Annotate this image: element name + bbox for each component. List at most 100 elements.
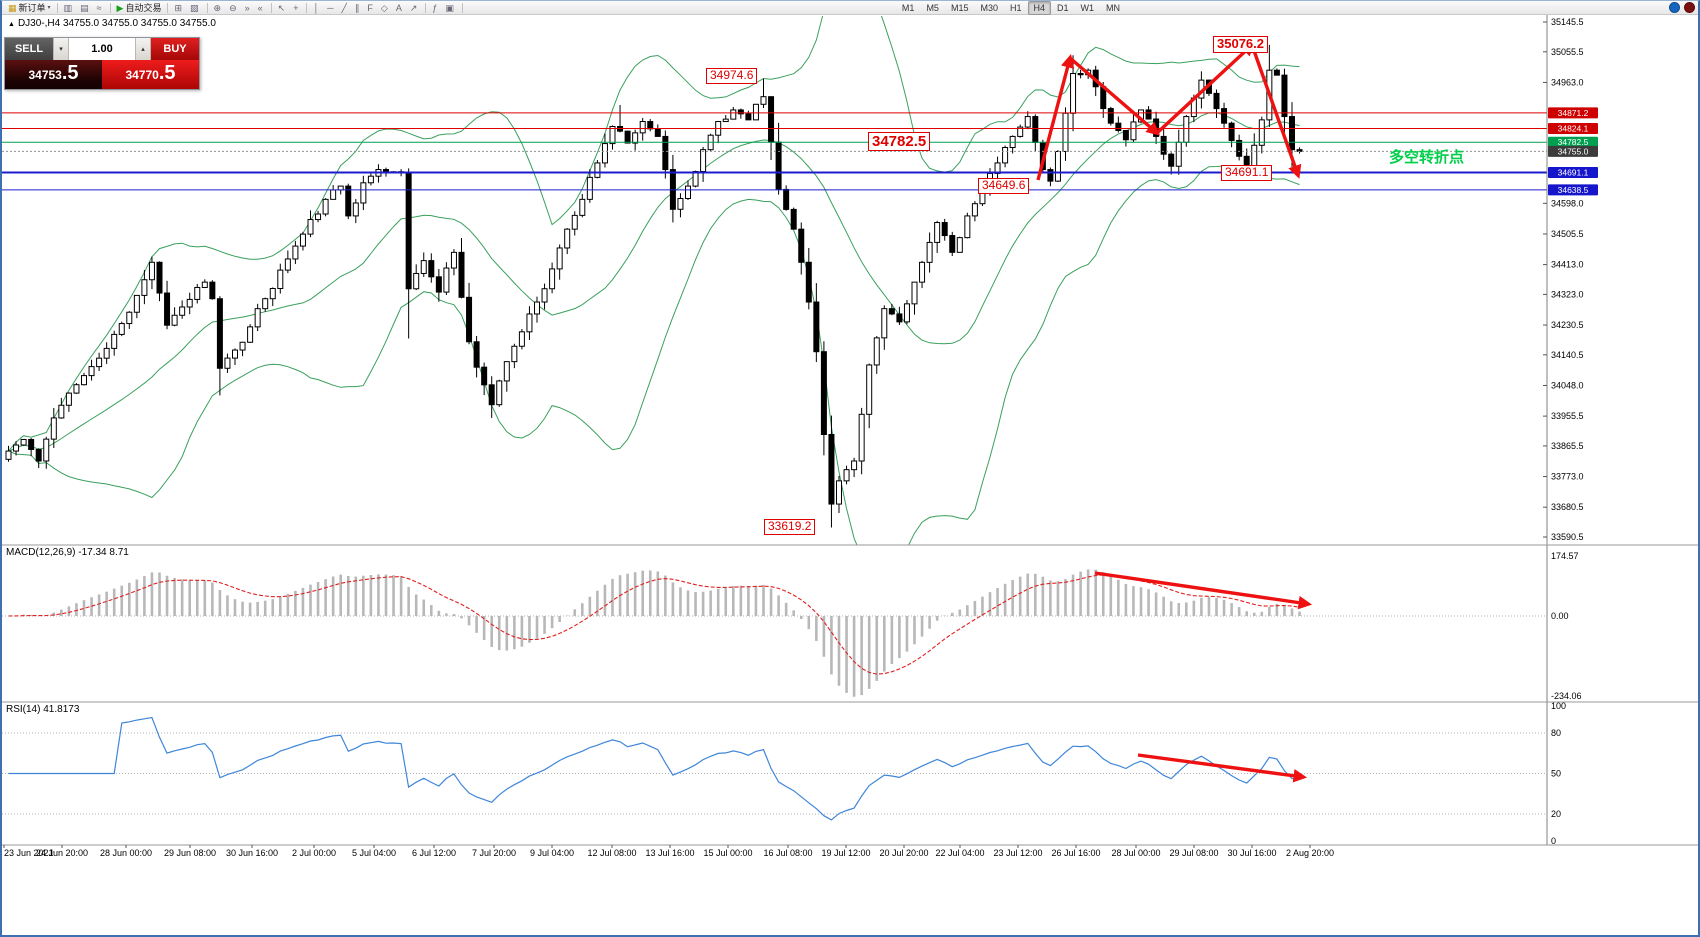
svg-text:30 Jun 16:00: 30 Jun 16:00 bbox=[226, 848, 278, 858]
svg-text:33955.5: 33955.5 bbox=[1551, 411, 1584, 421]
new-order-button[interactable]: ▦ 新订单 ▾ bbox=[8, 2, 51, 14]
candlestick-series bbox=[5, 44, 1303, 528]
price-callout[interactable]: 34691.1 bbox=[1221, 165, 1273, 181]
price-tag bbox=[1548, 122, 1598, 134]
cursor-icon[interactable]: ↖ bbox=[277, 2, 286, 13]
svg-text:19 Jul 12:00: 19 Jul 12:00 bbox=[821, 848, 870, 858]
svg-text:0: 0 bbox=[1551, 836, 1556, 846]
svg-text:28 Jun 00:00: 28 Jun 00:00 bbox=[100, 848, 152, 858]
timeframe-group: M1 M5 M15 M30 H1 H4 D1 W1 MN bbox=[896, 0, 1126, 15]
macd-histogram bbox=[14, 569, 1301, 697]
timeframe-m5[interactable]: M5 bbox=[926, 2, 939, 13]
chart-bars-icon[interactable]: ▤ bbox=[80, 2, 89, 13]
svg-text:29 Jun 08:00: 29 Jun 08:00 bbox=[164, 848, 216, 858]
svg-text:34691.1: 34691.1 bbox=[1558, 167, 1589, 177]
community-icon[interactable] bbox=[1669, 2, 1680, 13]
crosshair-icon[interactable]: + bbox=[293, 2, 299, 13]
shapes-icon[interactable]: ◇ bbox=[380, 2, 388, 13]
rsi-indicator-label: RSI(14) 41.8173 bbox=[6, 704, 80, 715]
svg-text:33773.0: 33773.0 bbox=[1551, 472, 1584, 482]
sell-button[interactable]: SELL bbox=[5, 38, 53, 60]
svg-text:34140.5: 34140.5 bbox=[1551, 350, 1584, 360]
vertical-line-icon[interactable]: │ bbox=[313, 2, 320, 13]
sell-price-main: 34753 bbox=[28, 68, 62, 82]
profiles-icon[interactable]: ▧ bbox=[190, 2, 199, 13]
zoom-in-icon[interactable]: ⊕ bbox=[213, 2, 222, 13]
timeframe-h1[interactable]: H1 bbox=[1009, 2, 1022, 13]
templates-icon[interactable]: ▣ bbox=[445, 2, 454, 13]
horizontal-level-lines[interactable] bbox=[2, 112, 1547, 191]
svg-text:-234.06: -234.06 bbox=[1551, 691, 1582, 701]
timeframe-m30[interactable]: M30 bbox=[980, 2, 998, 13]
timeframe-h4[interactable]: H4 bbox=[1027, 0, 1052, 15]
svg-text:33865.5: 33865.5 bbox=[1551, 441, 1584, 451]
svg-text:34963.0: 34963.0 bbox=[1551, 77, 1584, 87]
buy-price-pips: .5 bbox=[158, 62, 176, 84]
timeframe-mn[interactable]: MN bbox=[1106, 2, 1121, 13]
price-callout[interactable]: 34974.6 bbox=[706, 68, 758, 84]
chart-line-icon[interactable]: ≈ bbox=[96, 2, 102, 13]
volume-decrease-button[interactable]: ▾ bbox=[53, 38, 69, 60]
svg-text:20 Jul 20:00: 20 Jul 20:00 bbox=[879, 848, 928, 858]
svg-text:24 Jun 20:00: 24 Jun 20:00 bbox=[36, 848, 88, 858]
horizontal-line-icon[interactable]: ─ bbox=[327, 2, 334, 13]
new-chart-icon[interactable]: ⊞ bbox=[174, 2, 183, 13]
macd-signal-line bbox=[8, 574, 1300, 675]
zoom-out-icon[interactable]: ⊖ bbox=[229, 2, 237, 13]
price-callout[interactable]: 33619.2 bbox=[764, 519, 816, 535]
indicators-icon[interactable]: ƒ bbox=[432, 2, 438, 13]
svg-text:5 Jul 04:00: 5 Jul 04:00 bbox=[352, 848, 396, 858]
annotation-note[interactable]: 多空转折点 bbox=[1389, 149, 1465, 166]
trend-arrows[interactable] bbox=[1036, 42, 1313, 783]
volume-increase-button[interactable]: ▴ bbox=[135, 38, 151, 60]
channel-icon[interactable]: ∥ bbox=[354, 2, 360, 13]
arrow-tool-icon[interactable]: ↗ bbox=[409, 2, 418, 13]
volume-input[interactable] bbox=[69, 38, 135, 60]
timeframe-m15[interactable]: M15 bbox=[950, 2, 969, 13]
svg-text:34755.0: 34755.0 bbox=[1558, 146, 1589, 156]
chart-shift-icon[interactable]: « bbox=[257, 2, 263, 13]
trendline-icon[interactable]: ╱ bbox=[341, 2, 347, 13]
svg-text:50: 50 bbox=[1551, 769, 1561, 779]
svg-text:6 Jul 12:00: 6 Jul 12:00 bbox=[412, 848, 456, 858]
buy-button[interactable]: BUY bbox=[151, 38, 199, 60]
svg-text:20: 20 bbox=[1551, 809, 1561, 819]
svg-text:13 Jul 16:00: 13 Jul 16:00 bbox=[645, 848, 694, 858]
text-icon[interactable]: A bbox=[395, 2, 402, 13]
macd-pane bbox=[2, 569, 1547, 697]
price-callout[interactable]: 35076.2 bbox=[1213, 36, 1268, 53]
buy-price[interactable]: 34770.5 bbox=[102, 60, 199, 89]
fibonacci-icon[interactable]: F bbox=[367, 2, 373, 13]
svg-text:22 Jul 04:00: 22 Jul 04:00 bbox=[935, 848, 984, 858]
svg-text:29 Jul 08:00: 29 Jul 08:00 bbox=[1169, 848, 1218, 858]
timeframe-d1[interactable]: D1 bbox=[1057, 2, 1069, 13]
account-icon[interactable] bbox=[1684, 2, 1695, 13]
price-axis[interactable]: 35145.5 35055.5 34963.0 34598.0 34505.5 34413… bbox=[2, 15, 1698, 846]
price-tag bbox=[1548, 184, 1598, 196]
svg-text:2 Jul 00:00: 2 Jul 00:00 bbox=[292, 848, 336, 858]
svg-text:26 Jul 16:00: 26 Jul 16:00 bbox=[1051, 848, 1100, 858]
timeframe-w1[interactable]: W1 bbox=[1080, 2, 1095, 13]
sell-price-pips: .5 bbox=[61, 62, 79, 84]
rsi-line bbox=[8, 716, 1300, 821]
auto-scroll-icon[interactable]: » bbox=[244, 2, 250, 13]
sell-price[interactable]: 34753.5 bbox=[5, 60, 102, 89]
chart-candles-icon[interactable]: ▥ bbox=[63, 2, 73, 13]
autotrading-button[interactable]: ▶ 自动交易 bbox=[116, 2, 162, 14]
price-tag bbox=[1548, 166, 1598, 178]
price-tag bbox=[1548, 136, 1598, 148]
macd-indicator-label: MACD(12,26,9) -17.34 8.71 bbox=[6, 547, 129, 558]
svg-text:2 Aug 20:00: 2 Aug 20:00 bbox=[1286, 848, 1334, 858]
buy-price-main: 34770 bbox=[125, 68, 159, 82]
one-click-trading-panel: SELL ▾ ▴ BUY 34753.5 34770.5 bbox=[4, 37, 200, 90]
svg-text:30 Jul 16:00: 30 Jul 16:00 bbox=[1227, 848, 1276, 858]
price-callout[interactable]: 34782.5 bbox=[868, 132, 931, 152]
timeframe-m1[interactable]: M1 bbox=[901, 2, 915, 13]
svg-text:35055.5: 35055.5 bbox=[1551, 47, 1584, 57]
svg-text:33680.5: 33680.5 bbox=[1551, 502, 1584, 512]
svg-text:23 Jul 12:00: 23 Jul 12:00 bbox=[993, 848, 1042, 858]
bollinger-bands bbox=[8, 16, 1300, 545]
price-callout[interactable]: 34649.6 bbox=[978, 178, 1030, 194]
